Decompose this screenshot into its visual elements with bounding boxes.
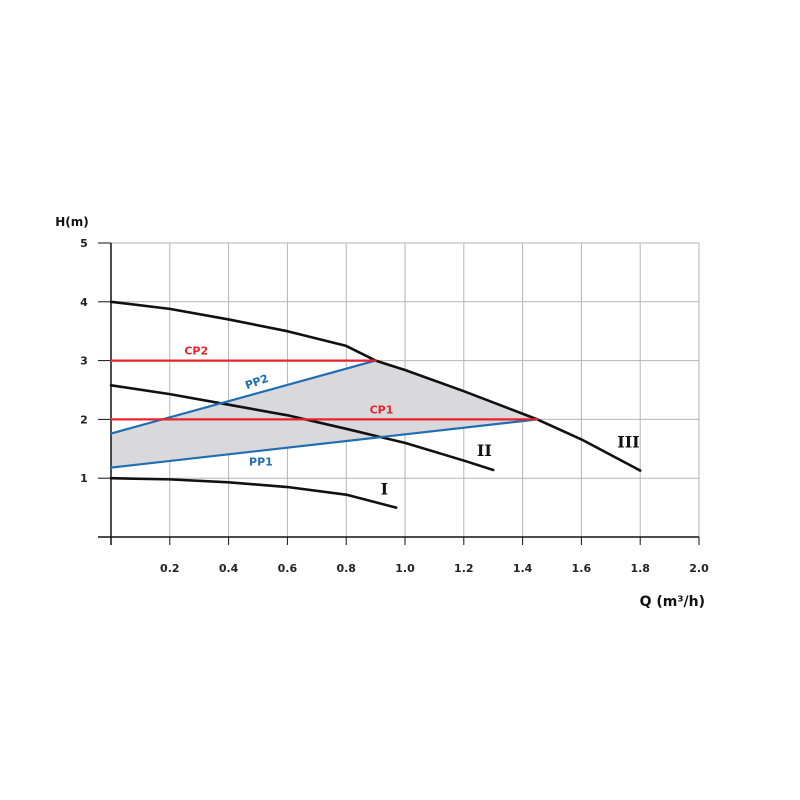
label-i: I bbox=[381, 480, 388, 499]
label-cp2: CP2 bbox=[184, 345, 208, 358]
label-pp1: PP1 bbox=[249, 455, 273, 468]
x-tick-label: 0.6 bbox=[278, 562, 298, 575]
y-tick-label: 4 bbox=[80, 296, 88, 309]
series-lines bbox=[109, 300, 642, 509]
label-cp1: CP1 bbox=[370, 404, 394, 417]
tick-labels: 0.2 0.4 0.6 0.8 1.0 1.2 1.4 1.6 1.8 2.0 1 2 3 4 5 bbox=[80, 237, 709, 575]
x-tick-label: 2.0 bbox=[689, 562, 709, 575]
y-axis-label: H(m) bbox=[55, 215, 89, 229]
x-tick-label: 1.2 bbox=[454, 562, 474, 575]
axes bbox=[98, 242, 700, 545]
y-tick-label: 1 bbox=[80, 472, 88, 485]
x-tick-label: 0.2 bbox=[160, 562, 180, 575]
x-tick-label: 1.6 bbox=[572, 562, 592, 575]
x-tick-label: 0.8 bbox=[336, 562, 356, 575]
x-axis-label: Q (m³/h) bbox=[640, 594, 705, 610]
label-pp2: PP2 bbox=[243, 372, 270, 392]
series-pp2 bbox=[109, 359, 377, 435]
series-i bbox=[109, 476, 398, 509]
operating-region bbox=[111, 360, 538, 468]
x-tick-label: 1.8 bbox=[630, 562, 650, 575]
y-tick-label: 2 bbox=[80, 413, 88, 426]
label-iii: III bbox=[617, 433, 639, 452]
y-tick-label: 5 bbox=[80, 237, 88, 250]
label-ii: II bbox=[477, 441, 492, 460]
series-pp1 bbox=[109, 418, 539, 469]
x-tick-label: 1.0 bbox=[395, 562, 415, 575]
x-tick-label: 0.4 bbox=[219, 562, 239, 575]
series-ii bbox=[109, 383, 495, 472]
x-tick-label: 1.4 bbox=[513, 562, 533, 575]
y-tick-label: 3 bbox=[80, 355, 88, 368]
